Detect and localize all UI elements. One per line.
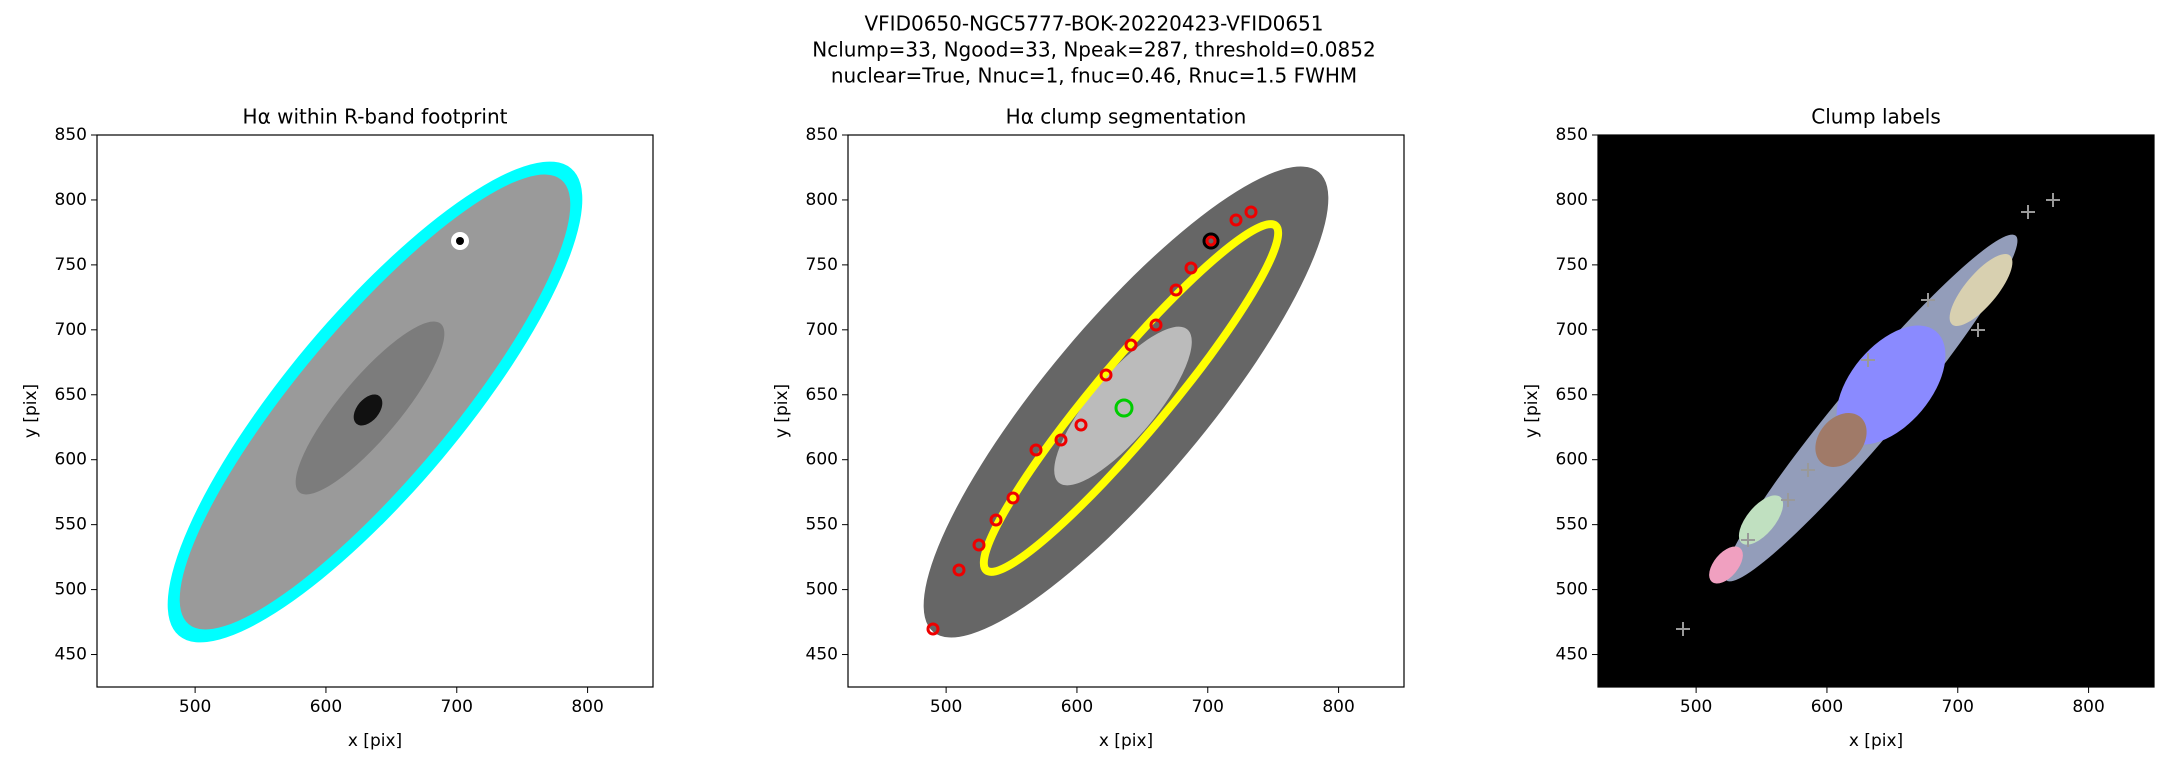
y-tick-label: 750 <box>806 255 838 275</box>
y-tick-label: 850 <box>806 125 838 145</box>
figure-title: VFID0650-NGC5777-BOK-20220423-VFID0651 <box>865 12 1324 36</box>
y-tick-label: 750 <box>1556 255 1588 275</box>
x-axis-label: x [pix] <box>1099 731 1153 751</box>
y-tick-label: 800 <box>806 190 838 210</box>
image-labels <box>1598 135 2154 687</box>
axes-title: Hα clump segmentation <box>1006 105 1247 129</box>
x-tick-label: 500 <box>930 697 962 717</box>
y-tick-label: 550 <box>806 515 838 535</box>
y-tick-label: 600 <box>55 450 87 470</box>
x-tick-label: 800 <box>2072 697 2104 717</box>
y-tick-label: 650 <box>1556 385 1588 405</box>
y-axis-label: y [pix] <box>1522 384 1542 438</box>
y-tick-label: 500 <box>55 580 87 600</box>
x-tick-label: 600 <box>1811 697 1843 717</box>
axes-title: Clump labels <box>1811 105 1941 129</box>
y-tick-label: 550 <box>55 515 87 535</box>
y-axis-label: y [pix] <box>21 384 41 438</box>
y-tick-label: 550 <box>1556 515 1588 535</box>
image-halpha <box>167 161 583 643</box>
x-tick-label: 700 <box>1942 697 1974 717</box>
x-tick-label: 500 <box>1680 697 1712 717</box>
x-axis-label: x [pix] <box>1849 731 1903 751</box>
axes-frame <box>1597 134 2155 688</box>
y-tick-label: 700 <box>55 320 87 340</box>
y-tick-label: 750 <box>55 255 87 275</box>
y-tick-label: 450 <box>806 645 838 665</box>
y-tick-label: 850 <box>55 125 87 145</box>
x-tick-label: 800 <box>1322 697 1354 717</box>
y-tick-label: 850 <box>1556 125 1588 145</box>
figure-title: Nclump=33, Ngood=33, Npeak=287, threshol… <box>812 38 1375 62</box>
axes-frame <box>847 134 1405 688</box>
y-tick-label: 800 <box>1556 190 1588 210</box>
y-tick-label: 700 <box>806 320 838 340</box>
y-tick-label: 600 <box>1556 450 1588 470</box>
y-axis-label: y [pix] <box>772 384 792 438</box>
axes-frame <box>96 134 654 688</box>
x-tick-label: 500 <box>179 697 211 717</box>
y-tick-label: 500 <box>806 580 838 600</box>
x-tick-label: 800 <box>571 697 603 717</box>
y-tick-label: 650 <box>806 385 838 405</box>
x-tick-label: 700 <box>1192 697 1224 717</box>
y-tick-label: 450 <box>55 645 87 665</box>
y-tick-label: 650 <box>55 385 87 405</box>
figure-title: nuclear=True, Nnuc=1, fnuc=0.46, Rnuc=1.… <box>831 64 1357 88</box>
y-tick-label: 600 <box>806 450 838 470</box>
y-tick-label: 450 <box>1556 645 1588 665</box>
y-tick-label: 500 <box>1556 580 1588 600</box>
x-tick-label: 700 <box>441 697 473 717</box>
y-tick-label: 800 <box>55 190 87 210</box>
x-tick-label: 600 <box>310 697 342 717</box>
x-axis-label: x [pix] <box>348 731 402 751</box>
image-segmentation <box>923 166 1329 638</box>
y-tick-label: 700 <box>1556 320 1588 340</box>
x-tick-label: 600 <box>1061 697 1093 717</box>
axes-title: Hα within R-band footprint <box>243 105 508 129</box>
